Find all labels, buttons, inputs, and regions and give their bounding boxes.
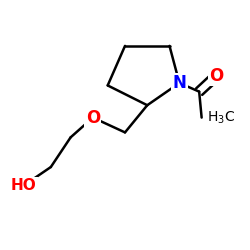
Text: H$_3$C: H$_3$C [206, 110, 235, 126]
Text: HO: HO [11, 178, 36, 193]
Text: O: O [209, 66, 224, 84]
Text: N: N [172, 74, 186, 92]
Text: O: O [86, 108, 100, 126]
